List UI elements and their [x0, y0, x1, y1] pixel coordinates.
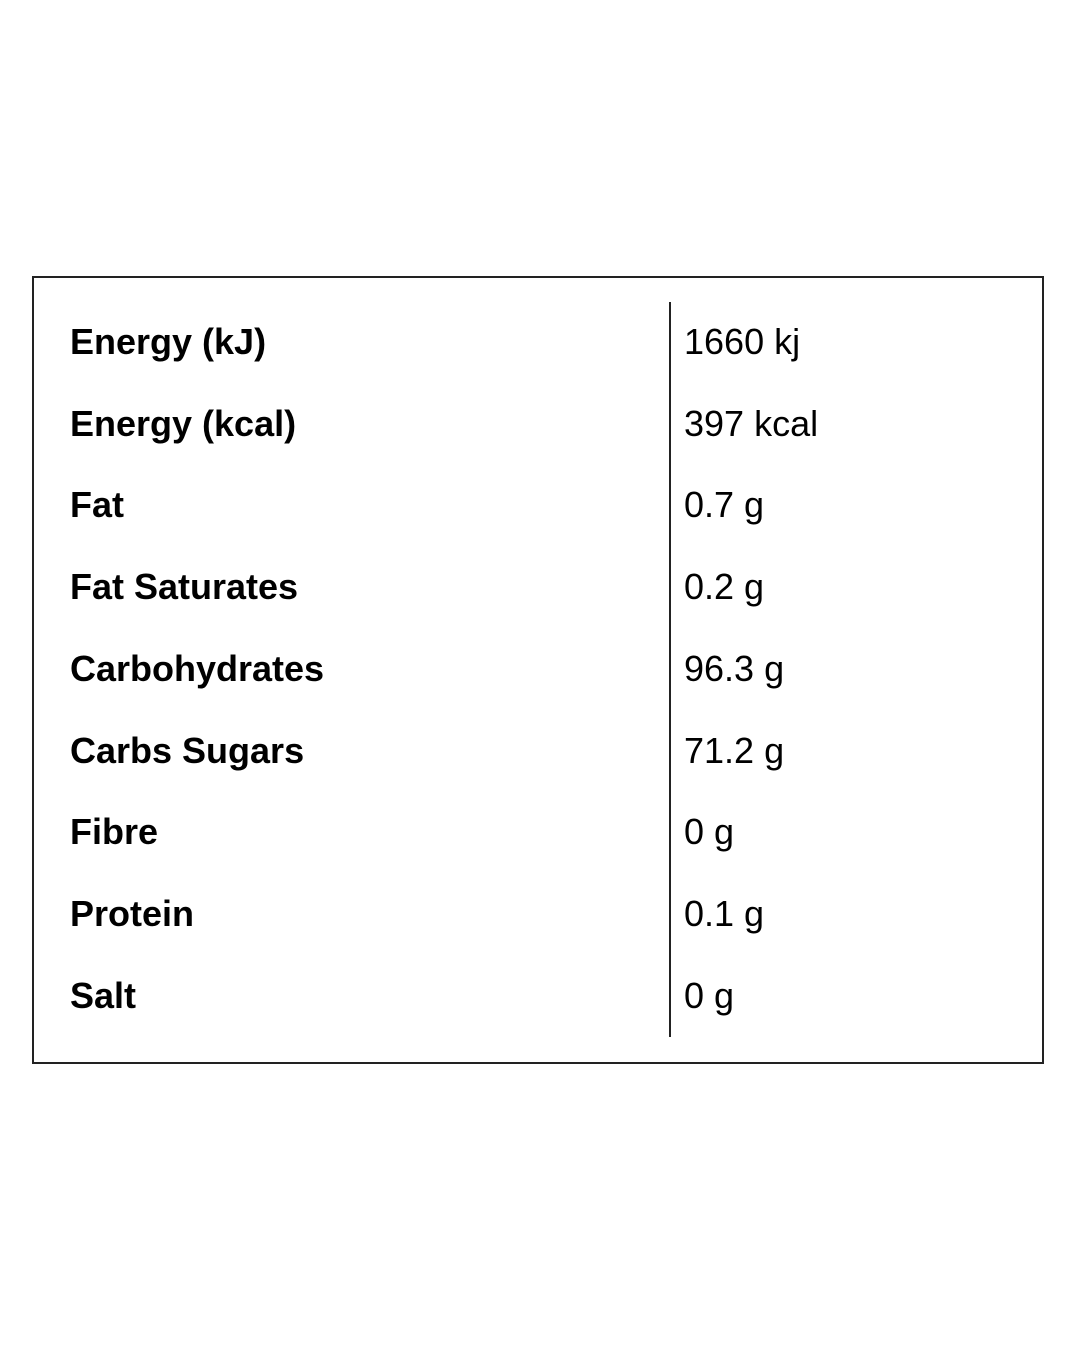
nutrient-value: 397 kcal: [684, 402, 819, 444]
nutrient-label: Salt: [70, 974, 137, 1016]
nutrient-value: 0 g: [684, 811, 735, 853]
nutrient-label: Carbohydrates: [70, 647, 325, 689]
nutrient-label: Fat: [70, 484, 124, 526]
nutrient-value: 0.2 g: [684, 566, 765, 608]
nutrient-label: Energy (kcal): [70, 402, 297, 444]
column-divider: [669, 302, 671, 1037]
nutrient-label: Fibre: [70, 811, 159, 853]
nutrient-value: 1660 kj: [684, 321, 801, 362]
nutrient-value: 96.3 g: [684, 647, 785, 689]
table-border: [32, 276, 1044, 1064]
nutrient-value: 0.7 g: [684, 484, 765, 526]
nutrient-value: 0.1 g: [684, 892, 765, 934]
nutrient-label: Fat Saturates: [70, 566, 299, 608]
nutrient-label: Carbs Sugars: [70, 729, 305, 771]
nutrient-value: 71.2 g: [684, 729, 785, 771]
nutrient-label: Energy (kJ): [70, 321, 267, 362]
nutrient-label: Protein: [70, 892, 195, 934]
nutrient-value: 0 g: [684, 974, 735, 1016]
